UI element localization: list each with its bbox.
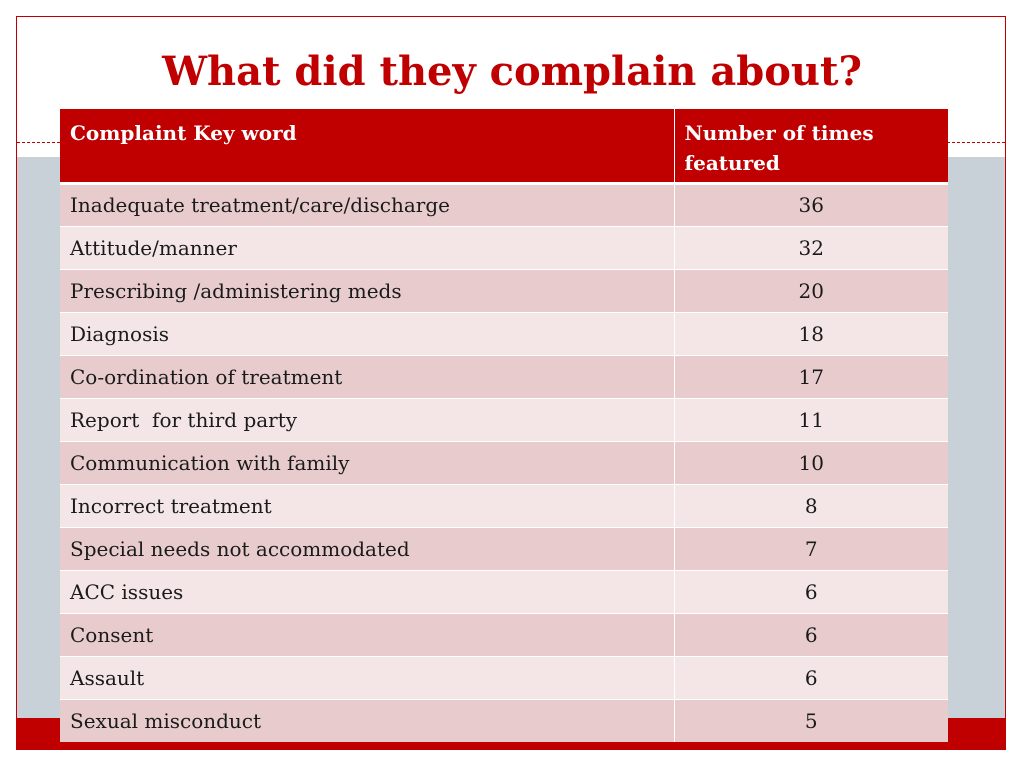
slide-title: What did they complain about?: [162, 48, 862, 95]
table-row: Assault 6: [60, 655, 948, 699]
table-row: Special needs not accommodated 7: [60, 526, 948, 570]
table-row: Sexual misconduct 5: [60, 698, 948, 742]
complaint-keyword: Attitude/manner: [60, 225, 674, 269]
complaint-count: 11: [673, 397, 948, 441]
complaint-count: 18: [673, 311, 948, 355]
complaints-table-container: Complaint Key word Number of times featu…: [60, 109, 948, 742]
complaints-table: Complaint Key word Number of times featu…: [60, 109, 948, 742]
complaint-count: 32: [673, 225, 948, 269]
complaint-keyword: Communication with family: [60, 440, 674, 484]
complaint-keyword: ACC issues: [60, 569, 674, 613]
complaint-count: 8: [673, 483, 948, 527]
table-row: Attitude/manner 32: [60, 225, 948, 269]
table-row: ACC issues 6: [60, 569, 948, 613]
complaint-keyword: Sexual misconduct: [60, 698, 674, 742]
complaint-count: 6: [673, 612, 948, 656]
table-row: Consent 6: [60, 612, 948, 656]
header-number-of-times: Number of times featured: [673, 109, 948, 185]
complaint-count: 10: [673, 440, 948, 484]
complaint-count: 17: [673, 354, 948, 398]
complaint-count: 6: [673, 569, 948, 613]
table-row: Communication with family 10: [60, 440, 948, 484]
table-row: Inadequate treatment/care/discharge 36: [60, 182, 948, 226]
complaint-keyword: Prescribing /administering meds: [60, 268, 674, 312]
complaint-keyword: Inadequate treatment/care/discharge: [60, 182, 674, 226]
complaint-count: 20: [673, 268, 948, 312]
header-complaint-keyword: Complaint Key word: [60, 109, 674, 185]
complaint-keyword: Incorrect treatment: [60, 483, 674, 527]
table-row: Incorrect treatment 8: [60, 483, 948, 527]
table-row: Prescribing /administering meds 20: [60, 268, 948, 312]
complaint-keyword: Assault: [60, 655, 674, 699]
complaint-count: 7: [673, 526, 948, 570]
table-row: Report for third party 11: [60, 397, 948, 441]
table-header-row: Complaint Key word Number of times featu…: [60, 109, 948, 185]
complaint-keyword: Co-ordination of treatment: [60, 354, 674, 398]
table-row: Co-ordination of treatment 17: [60, 354, 948, 398]
complaint-keyword: Special needs not accommodated: [60, 526, 674, 570]
complaint-count: 5: [673, 698, 948, 742]
complaint-keyword: Consent: [60, 612, 674, 656]
complaint-count: 36: [673, 182, 948, 226]
table-row: Diagnosis 18: [60, 311, 948, 355]
complaint-keyword: Report for third party: [60, 397, 674, 441]
complaint-count: 6: [673, 655, 948, 699]
complaint-keyword: Diagnosis: [60, 311, 674, 355]
